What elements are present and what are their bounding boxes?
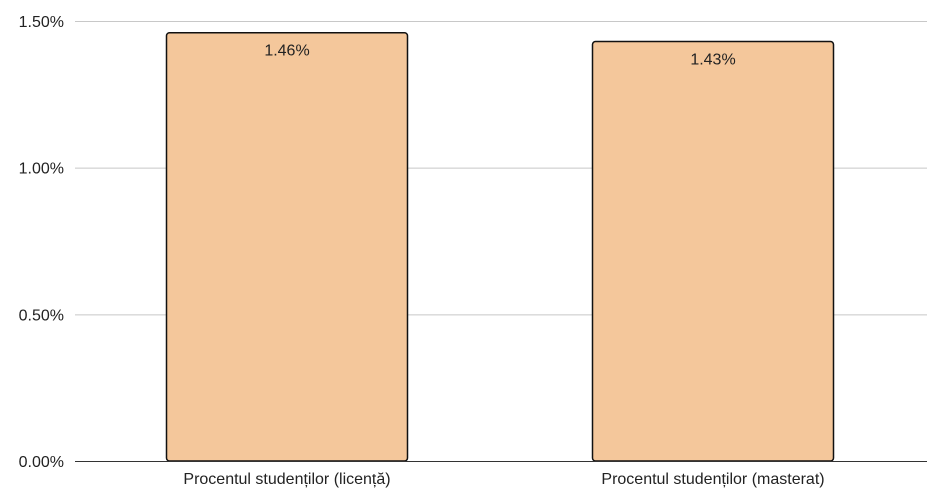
x-axis-categories: Procentul studenților (licență) Procentul… xyxy=(183,471,824,488)
y-axis-ticks: 0.00% 0.50% 1.00% 1.50% xyxy=(19,14,64,471)
x-category-label: Procentul studenților (licență) xyxy=(183,471,390,488)
y-tick-label: 1.00% xyxy=(19,161,64,178)
x-category-label: Procentul studenților (masterat) xyxy=(601,471,824,488)
bar xyxy=(165,31,409,462)
data-labels: 1.46% 1.43% xyxy=(264,43,735,69)
bar xyxy=(591,40,835,462)
y-tick-label: 0.50% xyxy=(19,307,64,324)
bars xyxy=(165,31,835,462)
y-tick-label: 0.00% xyxy=(19,454,64,471)
bar-value-label: 1.43% xyxy=(690,52,735,69)
y-tick-label: 1.50% xyxy=(19,14,64,31)
bar-value-label: 1.46% xyxy=(264,43,309,60)
